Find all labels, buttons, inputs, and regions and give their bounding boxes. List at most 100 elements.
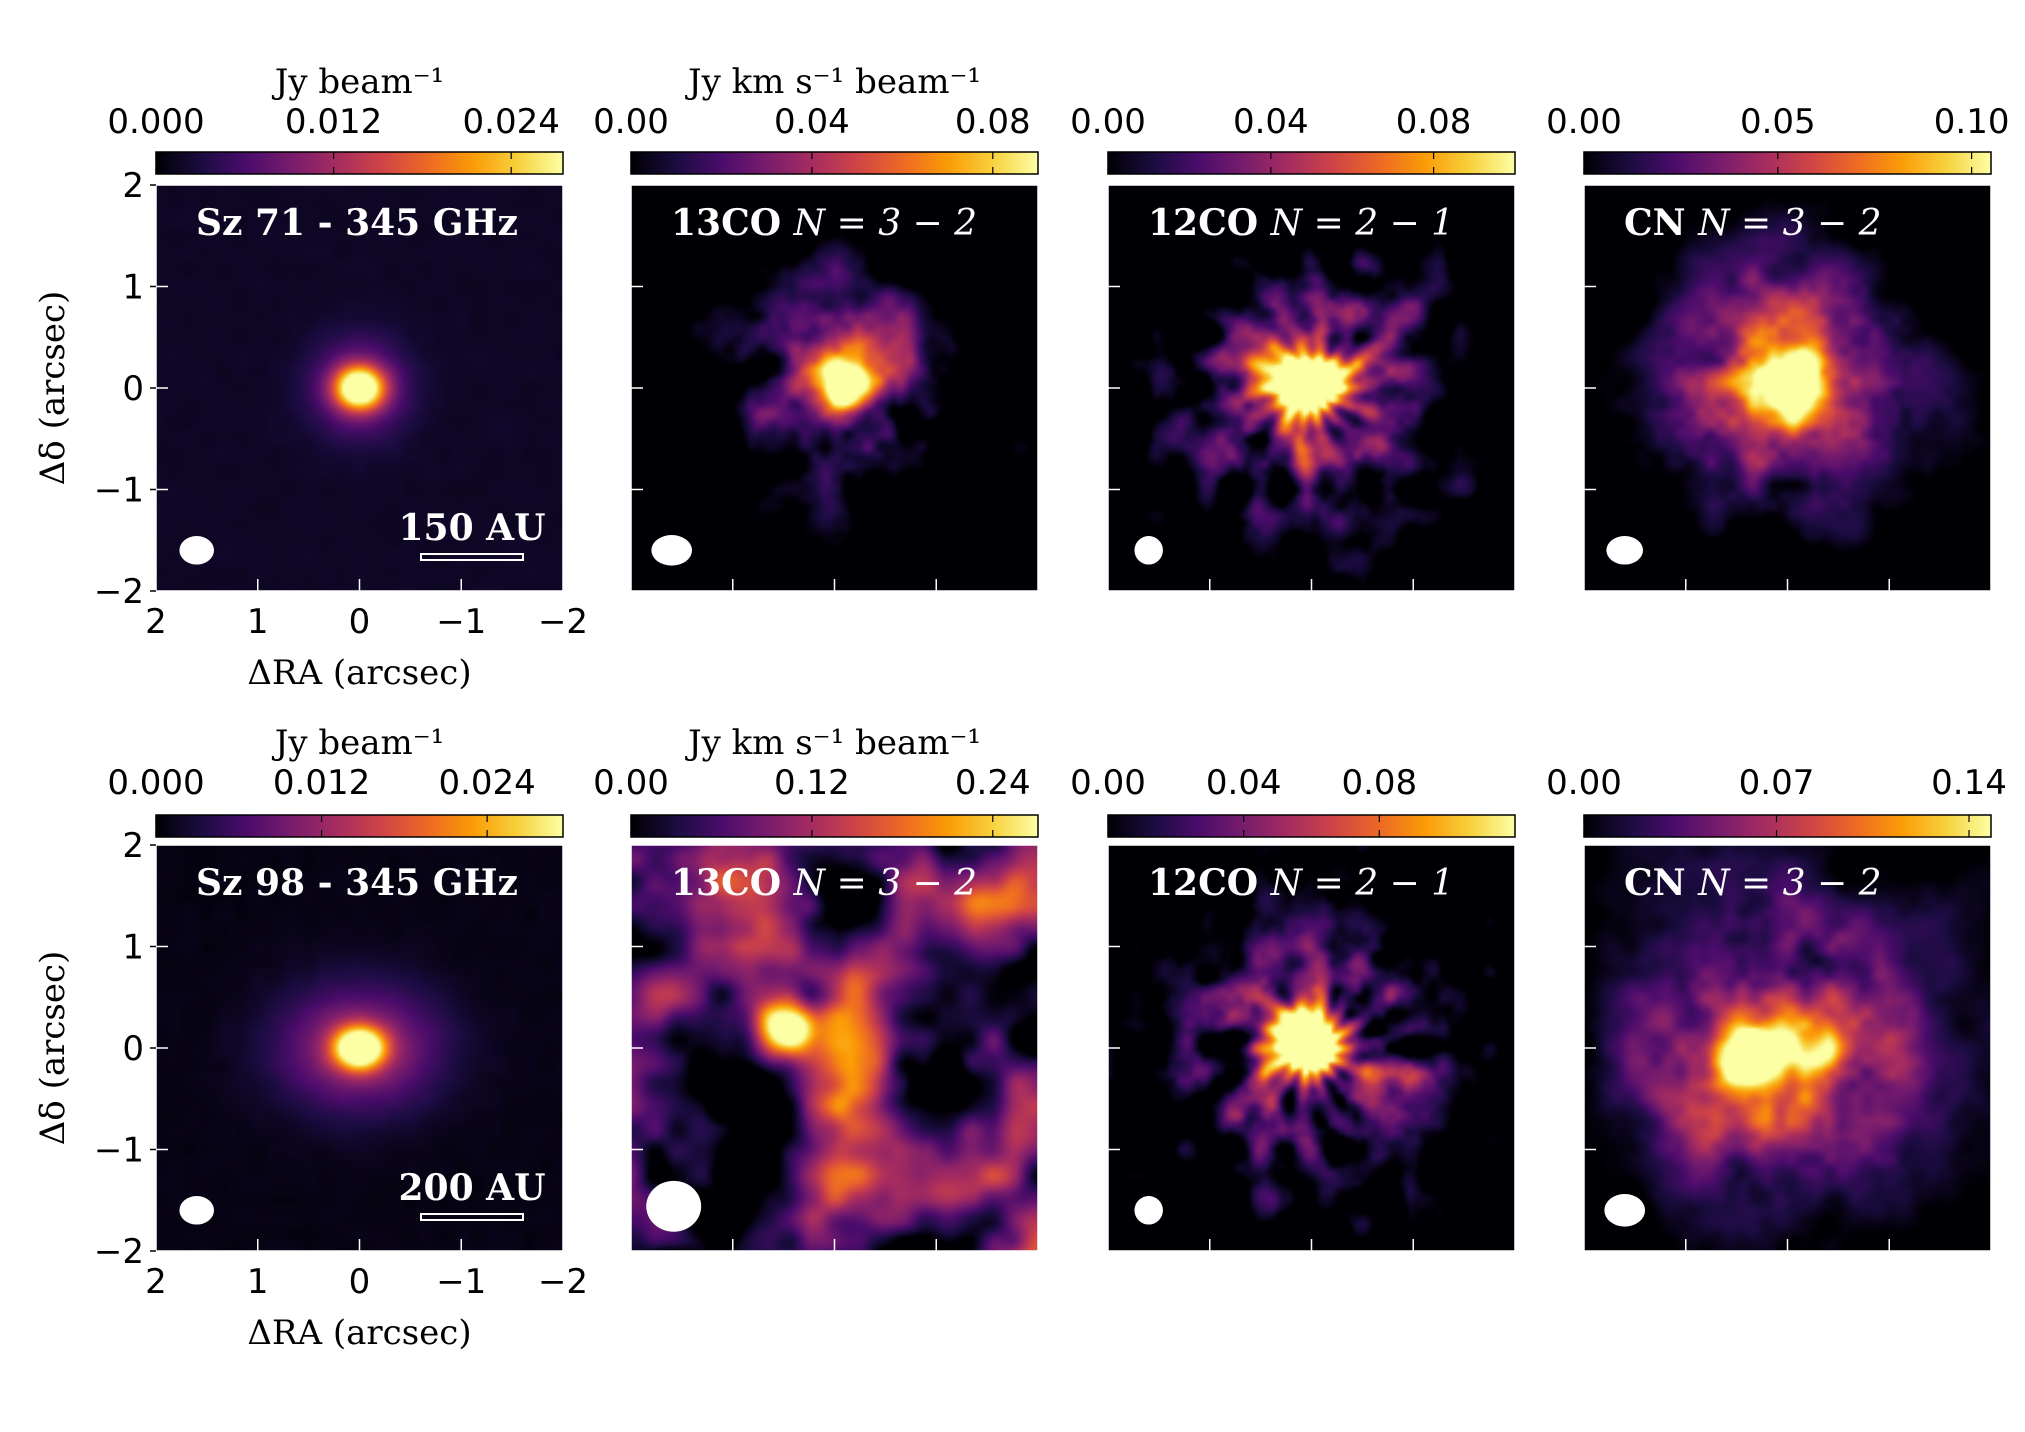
panel-title: CN N = 3 − 2 — [1624, 862, 1882, 904]
x-tick-label: 0 — [349, 1262, 371, 1302]
colorbar-tick-label: 0.00 — [1070, 763, 1146, 803]
x-tick-label: −1 — [436, 602, 486, 642]
colorbar-label: Jy km s⁻¹ beam⁻¹ — [685, 723, 981, 763]
x-tick-label: 1 — [247, 602, 269, 642]
panel-title: Sz 98 - 345 GHz — [196, 862, 518, 904]
colorbar-tick-label: 0.024 — [463, 102, 560, 142]
colorbar-tick-label: 0.08 — [955, 102, 1031, 142]
y-tick-label: 1 — [122, 928, 144, 968]
colorbar-tick-label: 0.04 — [1206, 763, 1282, 803]
colorbar-tick-label: 0.000 — [107, 102, 204, 142]
colorbar — [155, 151, 564, 175]
panel-title: CN N = 3 − 2 — [1624, 202, 1882, 244]
emission-map — [156, 185, 563, 591]
title-molecule: CN — [1624, 862, 1698, 904]
x-tick-label: 1 — [247, 1262, 269, 1302]
x-axis-label: ΔRA (arcsec) — [247, 653, 471, 693]
colorbar-tick-label: 0.012 — [273, 763, 370, 803]
emission-map — [156, 845, 563, 1251]
x-tick-label: −1 — [436, 1262, 486, 1302]
colorbar-tick-label: 0.012 — [285, 102, 382, 142]
y-tick-label: 1 — [122, 268, 144, 308]
beam-ellipse — [1134, 1196, 1163, 1225]
panel-0-3: 0.00 0.05 0.10 CN N = 3 − 2 — [1546, 102, 2009, 592]
panel-title: 13CO N = 3 − 2 — [671, 202, 977, 244]
colorbar-label: Jy beam⁻¹ — [272, 723, 445, 763]
beam-ellipse — [651, 535, 693, 566]
title-transition: N = 2 − 1 — [1270, 863, 1454, 904]
colorbar-tick-label: 0.12 — [774, 763, 850, 803]
colorbar-tick-label: 0.04 — [774, 102, 850, 142]
colorbar-tick-label: 0.00 — [1070, 102, 1146, 142]
panel-0-0: 0.000 0.012 0.024 Jy beam⁻¹ Sz 71 - 345 GHz 2… — [33, 62, 588, 693]
colorbar-tick-label: 0.14 — [1931, 763, 2007, 803]
y-tick-label: −1 — [94, 1131, 144, 1171]
colorbar-tick-label: 0.24 — [955, 763, 1031, 803]
x-axis-label: ΔRA (arcsec) — [247, 1313, 471, 1353]
title-transition: N = 3 − 2 — [793, 203, 977, 244]
panel-1-2: 0.00 0.04 0.08 12CO N = 2 − 1 — [1070, 763, 1516, 1252]
colorbar — [1583, 814, 1992, 838]
y-tick-label: −1 — [94, 471, 144, 511]
beam-ellipse — [1606, 536, 1644, 565]
y-tick-label: 0 — [122, 1029, 144, 1069]
colorbar-tick-label: 0.00 — [1546, 102, 1622, 142]
colorbar — [155, 814, 564, 838]
y-axis-label: Δδ (arcsec) — [33, 951, 73, 1146]
colorbar-tick-label: 0.08 — [1396, 102, 1472, 142]
title-molecule: 13CO — [671, 862, 794, 904]
y-tick-label: 2 — [122, 166, 144, 206]
title-transition: N = 3 − 2 — [793, 863, 977, 904]
x-tick-label: 0 — [349, 602, 371, 642]
colorbar-tick-label: 0.024 — [438, 763, 535, 803]
colorbar-tick-label: 0.08 — [1341, 763, 1417, 803]
scalebar — [420, 553, 524, 561]
y-tick-label: 0 — [122, 369, 144, 409]
colorbar — [1107, 814, 1516, 838]
colorbar-tick-label: 0.04 — [1233, 102, 1309, 142]
title-molecule: 12CO — [1148, 202, 1271, 244]
y-axis-label: Δδ (arcsec) — [33, 291, 73, 486]
colorbar-tick-label: 0.00 — [1546, 763, 1622, 803]
emission-map — [1108, 185, 1515, 591]
emission-map — [1584, 845, 1991, 1251]
emission-map — [631, 845, 1038, 1251]
y-tick-label: 2 — [122, 826, 144, 866]
title-molecule: CN — [1624, 202, 1698, 244]
emission-map — [1584, 185, 1991, 591]
x-tick-label: −2 — [538, 602, 588, 642]
title-molecule: 12CO — [1148, 862, 1271, 904]
colorbar-tick-label: 0.00 — [593, 102, 669, 142]
panel-1-3: 0.00 0.07 0.14 CN N = 3 − 2 — [1546, 763, 2007, 1252]
panel-title: Sz 71 - 345 GHz — [196, 202, 518, 244]
colorbar-label: Jy beam⁻¹ — [272, 62, 445, 102]
beam-ellipse — [1604, 1194, 1646, 1227]
beam-ellipse — [646, 1180, 702, 1232]
emission-map — [1108, 845, 1515, 1251]
title-transition: N = 3 − 2 — [1697, 203, 1881, 244]
colorbar — [630, 814, 1039, 838]
beam-ellipse — [179, 536, 214, 565]
title-transition: N = 2 − 1 — [1270, 203, 1454, 244]
y-tick-label: −2 — [94, 1232, 144, 1272]
colorbar-tick-label: 0.05 — [1740, 102, 1816, 142]
colorbar — [630, 151, 1039, 175]
panel-0-2: 0.00 0.04 0.08 12CO N = 2 − 1 — [1070, 102, 1516, 592]
colorbar — [1583, 151, 1992, 175]
panel-title: 12CO N = 2 − 1 — [1148, 862, 1454, 904]
x-tick-label: 2 — [145, 602, 167, 642]
x-tick-label: 2 — [145, 1262, 167, 1302]
scalebar-label: 150 AU — [398, 507, 545, 549]
panel-title: 12CO N = 2 − 1 — [1148, 202, 1454, 244]
panel-title: 13CO N = 3 − 2 — [671, 862, 977, 904]
x-tick-label: −2 — [538, 1262, 588, 1302]
colorbar-label: Jy km s⁻¹ beam⁻¹ — [685, 62, 981, 102]
emission-map — [631, 185, 1038, 591]
colorbar-tick-label: 0.07 — [1739, 763, 1815, 803]
beam-ellipse — [179, 1196, 214, 1225]
